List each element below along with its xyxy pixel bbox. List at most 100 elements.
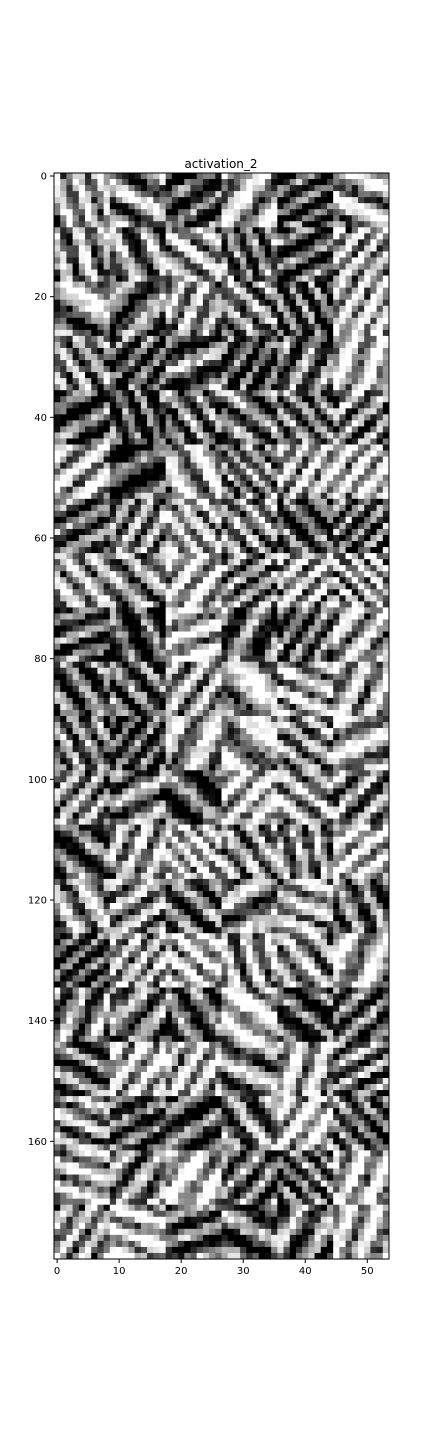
heatmap-cell <box>85 535 92 542</box>
heatmap-cell <box>283 251 291 258</box>
heatmap-cell <box>345 625 353 632</box>
heatmap-cell <box>277 691 284 699</box>
heatmap-cell <box>91 571 98 578</box>
heatmap-cell <box>345 299 353 307</box>
heatmap-cell <box>252 559 260 566</box>
heatmap-cell <box>326 673 334 681</box>
heatmap-cell <box>215 728 222 735</box>
heatmap-cell <box>209 329 216 337</box>
heatmap-cell <box>60 378 67 385</box>
heatmap-cell <box>308 257 315 264</box>
heatmap-cell <box>85 474 92 482</box>
heatmap-cell <box>233 269 241 276</box>
heatmap-cell <box>339 613 346 620</box>
heatmap-cell <box>295 426 303 433</box>
heatmap-cell <box>54 510 61 518</box>
heatmap-cell <box>215 691 222 699</box>
heatmap-cell <box>165 722 173 729</box>
heatmap-cell <box>184 541 191 548</box>
heatmap-cell <box>357 673 365 681</box>
heatmap-cell <box>171 607 179 614</box>
heatmap-cell <box>240 197 247 204</box>
heatmap-cell <box>54 480 61 488</box>
heatmap-cell <box>196 414 204 421</box>
heatmap-cell <box>147 215 154 222</box>
heatmap-cell <box>314 547 322 554</box>
heatmap-cell <box>227 263 235 270</box>
heatmap-cell <box>227 577 235 584</box>
heatmap-cell <box>345 329 353 337</box>
heatmap-cell <box>326 655 334 663</box>
heatmap-cell <box>364 541 371 548</box>
heatmap-cell <box>240 203 247 210</box>
heatmap-cell <box>159 703 167 711</box>
heatmap-cell <box>78 522 86 530</box>
heatmap-cell <box>252 209 260 216</box>
heatmap-cell <box>295 516 303 524</box>
heatmap-cell <box>109 480 117 488</box>
heatmap-cell <box>54 559 61 566</box>
heatmap-cell <box>171 420 179 427</box>
heatmap-cell <box>116 311 123 319</box>
heatmap-cell <box>202 438 210 445</box>
heatmap-cell <box>295 432 303 439</box>
heatmap-cell <box>364 643 371 650</box>
heatmap-cell <box>54 504 61 512</box>
heatmap-cell <box>54 215 61 222</box>
heatmap-cell <box>97 691 104 699</box>
heatmap-cell <box>264 504 272 512</box>
heatmap-cell <box>54 420 61 427</box>
heatmap-cell <box>277 535 284 542</box>
heatmap-cell <box>364 522 371 530</box>
heatmap-cell <box>91 492 98 500</box>
heatmap-cell <box>85 341 92 349</box>
heatmap-cell <box>289 396 297 403</box>
heatmap-cell <box>209 233 216 240</box>
heatmap-cell <box>308 456 315 463</box>
heatmap-cell <box>72 571 80 578</box>
heatmap-cell <box>314 299 322 307</box>
heatmap-cell <box>78 553 86 560</box>
heatmap-cell <box>252 305 260 313</box>
heatmap-cell <box>295 366 303 373</box>
heatmap-cell <box>320 179 328 186</box>
heatmap-cell <box>190 522 198 530</box>
heatmap-cell <box>109 420 117 427</box>
heatmap-cell <box>153 709 160 717</box>
heatmap-cell <box>295 498 303 506</box>
heatmap-cell <box>258 480 266 488</box>
heatmap-cell <box>147 372 154 379</box>
heatmap-cell <box>308 275 315 282</box>
heatmap-cell <box>258 444 266 451</box>
heatmap-cell <box>326 191 334 198</box>
heatmap-cell <box>295 203 303 210</box>
heatmap-cell <box>202 607 210 614</box>
heatmap-cell <box>333 492 340 500</box>
heatmap-cell <box>277 685 284 693</box>
heatmap-cell <box>209 317 216 325</box>
heatmap-cell <box>289 703 297 711</box>
heatmap-cell <box>78 516 86 524</box>
heatmap-cell <box>60 173 67 180</box>
heatmap-cell <box>283 571 291 578</box>
heatmap-cell <box>283 601 291 608</box>
heatmap-cell <box>289 613 297 620</box>
heatmap-cell <box>97 547 104 554</box>
heatmap-cell <box>171 263 179 270</box>
heatmap-cell <box>233 516 241 524</box>
heatmap-cell <box>382 691 390 699</box>
heatmap-cell <box>233 384 241 391</box>
heatmap-cell <box>314 541 322 548</box>
heatmap-cell <box>147 607 154 614</box>
heatmap-cell <box>103 547 111 554</box>
heatmap-cell <box>345 613 353 620</box>
heatmap-cell <box>351 492 359 500</box>
heatmap-cell <box>227 281 235 288</box>
heatmap-cell <box>277 450 284 457</box>
heatmap-cell <box>184 703 191 711</box>
heatmap-cell <box>240 221 247 228</box>
heatmap-cell <box>364 444 371 451</box>
heatmap-cell <box>314 577 322 584</box>
heatmap-cell <box>184 372 191 379</box>
heatmap-cell <box>184 173 191 180</box>
